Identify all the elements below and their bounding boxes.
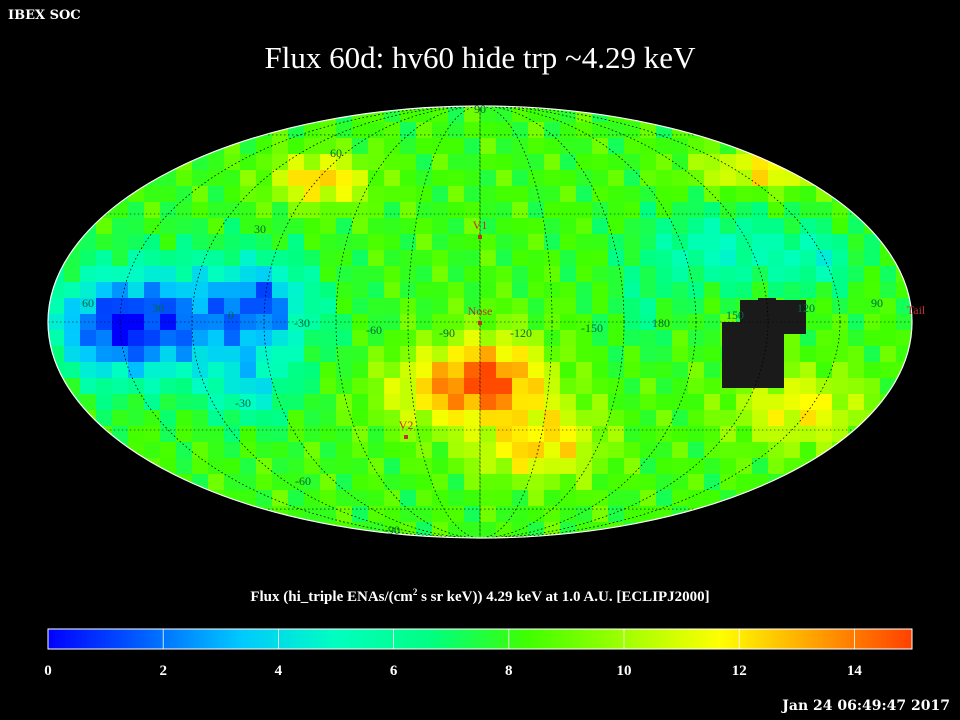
marker-dot xyxy=(478,235,482,239)
colorbar-tick-label: 10 xyxy=(617,663,632,679)
colorbar-gradient xyxy=(47,628,913,650)
lon-label: 90 xyxy=(871,296,883,310)
colorbar-tick-label: 4 xyxy=(275,663,283,679)
header-label: IBEX SOC xyxy=(8,8,81,23)
colorbar-title: Flux (hi_triple ENAs/(cm2 s sr keV)) 4.2… xyxy=(250,587,710,605)
lat-label: -90 xyxy=(384,523,400,537)
grid-labels: 90 60 30 -30 -60 -90 60 30 0 -30 -60 -90 -120 -150 180… xyxy=(82,102,883,537)
lat-label: -60 xyxy=(295,474,311,488)
lon-label: -60 xyxy=(366,323,382,337)
colorbar-tick-label: 8 xyxy=(505,663,513,679)
marker-label-v2: V2 xyxy=(399,418,414,432)
marker-label-v1: V1 xyxy=(473,218,488,232)
colorbar-tick-label: 12 xyxy=(732,663,747,679)
lon-label: -90 xyxy=(439,326,455,340)
lon-label: -120 xyxy=(510,326,532,340)
lon-label: -150 xyxy=(581,321,603,335)
lat-label: 60 xyxy=(330,146,342,160)
map-boundary xyxy=(47,105,913,539)
lon-label: 0 xyxy=(228,308,234,322)
colorbar-tick-label: 6 xyxy=(390,663,398,679)
colorbar-tick-label: 14 xyxy=(847,663,863,679)
marker-dot xyxy=(478,321,482,325)
lat-label: 90 xyxy=(474,102,486,116)
colorbar-tick-label: 0 xyxy=(44,663,52,679)
lon-label: 180 xyxy=(652,316,670,330)
lon-label: -30 xyxy=(294,316,310,330)
marker-label-nose: Nose xyxy=(468,304,493,318)
marker-label-tail: Tail xyxy=(907,303,926,317)
masked-region xyxy=(722,298,806,388)
marker-dot xyxy=(404,435,408,439)
lon-label: 30 xyxy=(152,301,164,315)
lon-label: 60 xyxy=(82,296,94,310)
lon-label: 120 xyxy=(797,301,815,315)
colorbar-tick-label: 2 xyxy=(159,663,167,679)
lat-label: -30 xyxy=(235,396,251,410)
timestamp: Jan 24 06:49:47 2017 xyxy=(782,698,950,714)
lon-label: 150 xyxy=(726,308,744,322)
markers: V1 Nose V2 Tail xyxy=(399,218,926,439)
page-title: Flux 60d: hv60 hide trp ~4.29 keV xyxy=(264,40,696,75)
lat-label: 30 xyxy=(254,222,266,236)
